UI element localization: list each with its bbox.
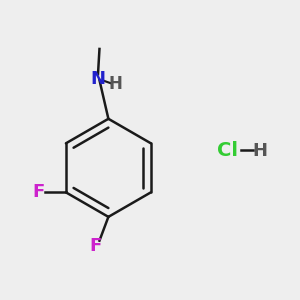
Text: H: H xyxy=(253,142,268,160)
Text: F: F xyxy=(32,183,45,201)
Text: Cl: Cl xyxy=(217,140,238,160)
Text: N: N xyxy=(91,70,106,88)
Text: H: H xyxy=(109,75,123,93)
Text: F: F xyxy=(90,237,102,255)
